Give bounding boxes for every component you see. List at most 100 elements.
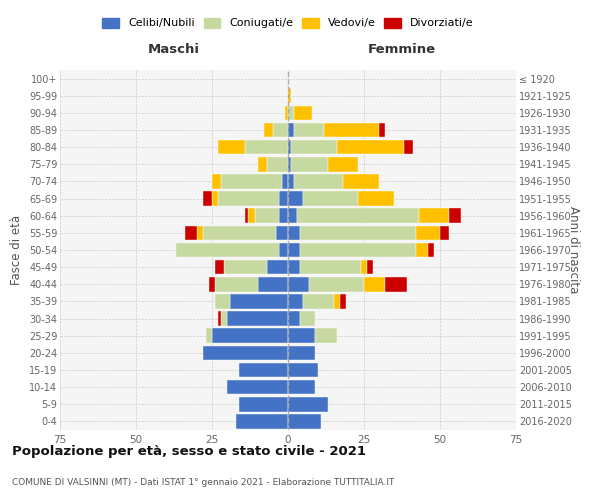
Bar bbox=[221, 174, 282, 188]
Bar bbox=[288, 380, 316, 394]
Bar bbox=[297, 208, 419, 223]
Bar bbox=[288, 174, 294, 188]
Bar bbox=[273, 122, 288, 138]
Bar bbox=[379, 122, 385, 138]
Bar bbox=[227, 312, 288, 326]
Bar bbox=[227, 380, 288, 394]
Bar bbox=[221, 312, 227, 326]
Bar bbox=[419, 208, 449, 223]
Bar bbox=[340, 294, 346, 308]
Bar bbox=[358, 192, 394, 206]
Bar bbox=[291, 157, 328, 172]
Bar bbox=[212, 192, 218, 206]
Bar bbox=[257, 277, 288, 291]
Bar bbox=[236, 414, 288, 428]
Bar bbox=[294, 106, 313, 120]
Bar bbox=[337, 140, 404, 154]
Bar bbox=[291, 140, 337, 154]
Bar bbox=[267, 157, 288, 172]
Bar bbox=[197, 226, 203, 240]
Bar bbox=[245, 208, 248, 223]
Bar bbox=[361, 260, 367, 274]
Bar bbox=[288, 328, 316, 343]
Bar bbox=[288, 226, 300, 240]
Bar bbox=[239, 362, 288, 378]
Bar bbox=[212, 174, 221, 188]
Bar bbox=[300, 260, 361, 274]
Bar bbox=[416, 226, 440, 240]
Text: Popolazione per età, sesso e stato civile - 2021: Popolazione per età, sesso e stato civil… bbox=[12, 445, 366, 458]
Bar bbox=[334, 294, 340, 308]
Bar bbox=[230, 294, 288, 308]
Bar bbox=[300, 242, 416, 258]
Bar bbox=[385, 277, 407, 291]
Bar bbox=[288, 192, 303, 206]
Bar bbox=[176, 242, 279, 258]
Bar bbox=[248, 208, 254, 223]
Bar bbox=[218, 140, 245, 154]
Bar bbox=[325, 122, 379, 138]
Bar bbox=[239, 397, 288, 411]
Bar bbox=[294, 174, 343, 188]
Bar bbox=[288, 260, 300, 274]
Bar bbox=[288, 157, 291, 172]
Bar bbox=[215, 260, 224, 274]
Bar bbox=[328, 157, 358, 172]
Bar bbox=[245, 140, 288, 154]
Bar bbox=[416, 242, 428, 258]
Bar bbox=[263, 122, 273, 138]
Y-axis label: Fasce di età: Fasce di età bbox=[10, 215, 23, 285]
Bar bbox=[303, 192, 358, 206]
Bar bbox=[288, 122, 294, 138]
Bar bbox=[288, 312, 300, 326]
Bar bbox=[288, 277, 309, 291]
Bar bbox=[209, 277, 215, 291]
Bar bbox=[215, 277, 257, 291]
Bar bbox=[288, 208, 297, 223]
Bar bbox=[343, 174, 379, 188]
Bar bbox=[309, 277, 364, 291]
Bar bbox=[279, 208, 288, 223]
Bar bbox=[288, 140, 291, 154]
Bar bbox=[215, 294, 230, 308]
Bar bbox=[285, 106, 288, 120]
Bar bbox=[218, 312, 221, 326]
Bar bbox=[276, 226, 288, 240]
Bar bbox=[254, 208, 279, 223]
Text: Maschi: Maschi bbox=[148, 44, 200, 57]
Bar bbox=[367, 260, 373, 274]
Bar bbox=[203, 346, 288, 360]
Bar bbox=[288, 294, 303, 308]
Bar bbox=[288, 242, 300, 258]
Bar bbox=[279, 242, 288, 258]
Bar bbox=[404, 140, 413, 154]
Bar bbox=[288, 88, 291, 103]
Bar bbox=[288, 106, 294, 120]
Bar bbox=[449, 208, 461, 223]
Bar bbox=[203, 192, 212, 206]
Bar bbox=[303, 294, 334, 308]
Bar bbox=[300, 226, 416, 240]
Bar bbox=[288, 362, 319, 378]
Bar bbox=[218, 192, 279, 206]
Bar bbox=[300, 312, 316, 326]
Bar bbox=[364, 277, 385, 291]
Bar bbox=[257, 157, 267, 172]
Bar bbox=[212, 328, 288, 343]
Bar bbox=[282, 174, 288, 188]
Text: Femmine: Femmine bbox=[368, 44, 436, 57]
Bar bbox=[279, 192, 288, 206]
Bar bbox=[224, 260, 267, 274]
Bar bbox=[288, 397, 328, 411]
Bar bbox=[440, 226, 449, 240]
Text: COMUNE DI VALSINNI (MT) - Dati ISTAT 1° gennaio 2021 - Elaborazione TUTTITALIA.I: COMUNE DI VALSINNI (MT) - Dati ISTAT 1° … bbox=[12, 478, 394, 487]
Bar bbox=[267, 260, 288, 274]
Bar bbox=[206, 328, 212, 343]
Bar bbox=[294, 122, 325, 138]
Bar bbox=[428, 242, 434, 258]
Bar bbox=[288, 346, 316, 360]
Bar bbox=[185, 226, 197, 240]
Y-axis label: Anni di nascita: Anni di nascita bbox=[567, 206, 580, 294]
Legend: Celibi/Nubili, Coniugati/e, Vedovi/e, Divorziati/e: Celibi/Nubili, Coniugati/e, Vedovi/e, Di… bbox=[99, 14, 477, 32]
Bar bbox=[316, 328, 337, 343]
